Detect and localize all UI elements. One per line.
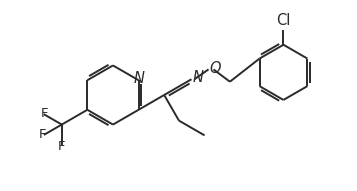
Text: F: F	[58, 140, 66, 153]
Text: Cl: Cl	[276, 13, 291, 28]
Text: N: N	[134, 71, 145, 86]
Text: F: F	[41, 107, 49, 120]
Text: O: O	[210, 61, 221, 76]
Text: N: N	[192, 70, 203, 85]
Text: F: F	[39, 128, 46, 141]
